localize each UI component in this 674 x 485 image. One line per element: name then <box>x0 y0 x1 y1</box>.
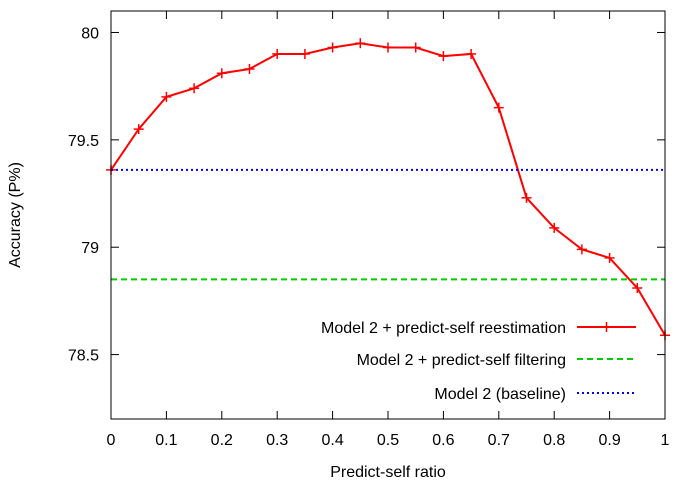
legend: Model 2 + predict-self reestimation Model… <box>321 320 636 403</box>
data-point <box>133 124 144 135</box>
legend-entry: Model 2 + predict-self filtering <box>357 352 636 369</box>
y-tick-label: 79.5 <box>68 133 99 150</box>
legend-label: Model 2 + predict-self filtering <box>357 352 566 369</box>
data-point <box>521 192 532 203</box>
data-point <box>189 83 200 94</box>
y-tick-label: 79 <box>81 240 99 257</box>
data-point <box>161 91 172 102</box>
data-point <box>493 102 504 113</box>
data-point <box>383 42 393 53</box>
data-point <box>216 68 227 79</box>
x-tick-label: 1 <box>661 432 670 449</box>
data-point <box>299 48 310 59</box>
legend-label: Model 2 + predict-self reestimation <box>321 320 566 337</box>
x-axis-title: Predict-self ratio <box>330 464 446 481</box>
data-point <box>244 63 255 74</box>
legend-entry: Model 2 (baseline) <box>434 386 636 403</box>
data-point <box>576 244 587 255</box>
legend-label: Model 2 (baseline) <box>434 386 566 403</box>
axis-ticks: 0 0.1 0.2 0.3 0.4 0.5 0.6 0.7 0.8 0.9 1 78.5 79 79.5 8… <box>68 11 670 449</box>
series-0 <box>106 38 670 341</box>
x-tick-label: 0.3 <box>266 432 288 449</box>
plot-frame <box>110 10 666 420</box>
y-tick-label: 78.5 <box>68 348 99 365</box>
legend-entry: Model 2 + predict-self reestimation <box>321 320 636 337</box>
data-point <box>355 38 366 49</box>
data-point <box>272 48 283 59</box>
x-tick-label: 0.9 <box>598 432 620 449</box>
series-layer <box>106 38 670 341</box>
x-tick-label: 0.2 <box>211 432 233 449</box>
x-tick-label: 0 <box>107 432 116 449</box>
x-tick-label: 0.5 <box>377 432 399 449</box>
y-axis-title: Accuracy (P%) <box>7 162 24 268</box>
data-point <box>438 51 449 62</box>
x-tick-label: 0.6 <box>432 432 454 449</box>
data-point <box>632 283 643 294</box>
data-point <box>549 222 560 233</box>
data-point <box>410 42 421 53</box>
data-point <box>604 252 615 263</box>
x-tick-label: 0.1 <box>155 432 177 449</box>
y-tick-label: 80 <box>81 25 99 42</box>
data-point <box>466 48 477 59</box>
x-tick-label: 0.4 <box>321 432 343 449</box>
data-point <box>327 42 338 53</box>
x-tick-label: 0.8 <box>543 432 565 449</box>
x-tick-label: 0.7 <box>488 432 510 449</box>
